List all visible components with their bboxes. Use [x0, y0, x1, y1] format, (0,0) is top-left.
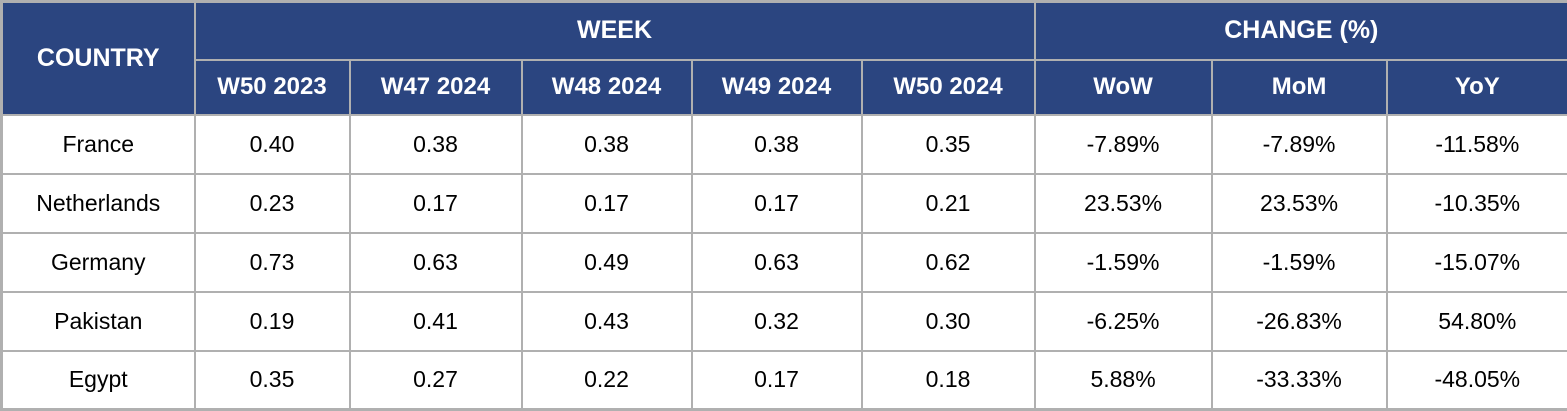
table-header: COUNTRY WEEK CHANGE (%) W50 2023 W47 202…: [2, 2, 1567, 115]
col-group-change: CHANGE (%): [1035, 2, 1567, 60]
change-value-cell: -6.25%: [1035, 292, 1212, 351]
week-value-cell: 0.38: [692, 115, 862, 174]
table-body: France 0.40 0.38 0.38 0.38 0.35 -7.89% -…: [2, 115, 1567, 410]
col-header-w50-2023: W50 2023: [195, 60, 350, 115]
week-value-cell: 0.38: [350, 115, 522, 174]
week-value-cell: 0.43: [522, 292, 692, 351]
week-value-cell: 0.17: [692, 351, 862, 410]
week-value-cell: 0.73: [195, 233, 350, 292]
change-value-cell: 5.88%: [1035, 351, 1212, 410]
change-value-cell: -48.05%: [1387, 351, 1567, 410]
week-value-cell: 0.17: [522, 174, 692, 233]
table-row-netherlands: Netherlands 0.23 0.17 0.17 0.17 0.21 23.…: [2, 174, 1567, 233]
change-value-cell: -1.59%: [1035, 233, 1212, 292]
week-value-cell: 0.21: [862, 174, 1035, 233]
country-cell: Germany: [2, 233, 195, 292]
change-value-cell: -26.83%: [1212, 292, 1387, 351]
change-value-cell: 23.53%: [1212, 174, 1387, 233]
change-value-cell: -7.89%: [1035, 115, 1212, 174]
header-sub-row: W50 2023 W47 2024 W48 2024 W49 2024 W50 …: [2, 60, 1567, 115]
week-value-cell: 0.30: [862, 292, 1035, 351]
table-row-egypt: Egypt 0.35 0.27 0.22 0.17 0.18 5.88% -33…: [2, 351, 1567, 410]
change-value-cell: -7.89%: [1212, 115, 1387, 174]
week-value-cell: 0.19: [195, 292, 350, 351]
country-cell: Netherlands: [2, 174, 195, 233]
col-header-country: COUNTRY: [2, 2, 195, 115]
week-value-cell: 0.41: [350, 292, 522, 351]
change-value-cell: 23.53%: [1035, 174, 1212, 233]
week-value-cell: 0.35: [195, 351, 350, 410]
week-value-cell: 0.38: [522, 115, 692, 174]
country-cell: Pakistan: [2, 292, 195, 351]
change-value-cell: 54.80%: [1387, 292, 1567, 351]
col-group-week: WEEK: [195, 2, 1035, 60]
col-header-w49-2024: W49 2024: [692, 60, 862, 115]
col-header-mom: MoM: [1212, 60, 1387, 115]
col-header-w48-2024: W48 2024: [522, 60, 692, 115]
week-value-cell: 0.63: [692, 233, 862, 292]
week-value-cell: 0.27: [350, 351, 522, 410]
change-value-cell: -11.58%: [1387, 115, 1567, 174]
table-row-france: France 0.40 0.38 0.38 0.38 0.35 -7.89% -…: [2, 115, 1567, 174]
week-value-cell: 0.17: [350, 174, 522, 233]
week-value-cell: 0.62: [862, 233, 1035, 292]
country-cell: Egypt: [2, 351, 195, 410]
week-value-cell: 0.49: [522, 233, 692, 292]
col-header-wow: WoW: [1035, 60, 1212, 115]
week-value-cell: 0.18: [862, 351, 1035, 410]
col-header-w47-2024: W47 2024: [350, 60, 522, 115]
week-value-cell: 0.23: [195, 174, 350, 233]
week-value-cell: 0.17: [692, 174, 862, 233]
week-value-cell: 0.40: [195, 115, 350, 174]
week-value-cell: 0.35: [862, 115, 1035, 174]
change-value-cell: -33.33%: [1212, 351, 1387, 410]
country-cell: France: [2, 115, 195, 174]
week-value-cell: 0.32: [692, 292, 862, 351]
change-value-cell: -1.59%: [1212, 233, 1387, 292]
change-value-cell: -15.07%: [1387, 233, 1567, 292]
week-value-cell: 0.22: [522, 351, 692, 410]
col-header-w50-2024: W50 2024: [862, 60, 1035, 115]
week-value-cell: 0.63: [350, 233, 522, 292]
change-value-cell: -10.35%: [1387, 174, 1567, 233]
table-row-pakistan: Pakistan 0.19 0.41 0.43 0.32 0.30 -6.25%…: [2, 292, 1567, 351]
col-header-yoy: YoY: [1387, 60, 1567, 115]
table-row-germany: Germany 0.73 0.63 0.49 0.63 0.62 -1.59% …: [2, 233, 1567, 292]
header-group-row: COUNTRY WEEK CHANGE (%): [2, 2, 1567, 60]
